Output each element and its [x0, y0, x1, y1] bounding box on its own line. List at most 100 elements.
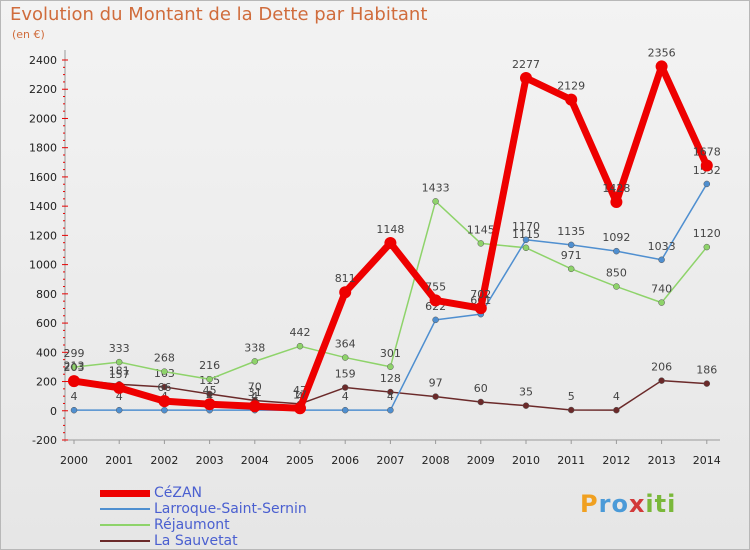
data-point [158, 395, 171, 408]
x-tick-label: 2010 [512, 454, 540, 467]
data-label: 1433 [422, 181, 450, 194]
data-point [703, 243, 711, 251]
y-tick-label: 2000 [29, 112, 57, 125]
y-tick-label: 1600 [29, 171, 57, 184]
data-point [341, 354, 349, 361]
data-point [68, 375, 80, 388]
chart-unit: (en €) [12, 28, 45, 41]
data-point [115, 406, 123, 414]
data-point [613, 247, 620, 255]
x-tick-label: 2009 [467, 454, 495, 467]
data-label: 1092 [602, 231, 630, 244]
data-point [610, 196, 623, 209]
data-point [613, 283, 620, 290]
data-point [161, 383, 168, 391]
data-label: 5 [568, 390, 575, 403]
data-label: 2277 [512, 58, 540, 71]
data-label: 206 [651, 361, 672, 374]
data-label: 338 [244, 341, 265, 354]
data-point [296, 342, 304, 350]
y-tick-label: 200 [36, 376, 57, 389]
data-point [203, 398, 216, 411]
data-label: 971 [561, 249, 582, 262]
data-point [206, 390, 213, 398]
data-point [387, 406, 394, 414]
data-label: 442 [290, 326, 311, 339]
data-label: 70 [248, 381, 262, 394]
y-tick-label: 600 [36, 317, 57, 330]
data-label: 216 [199, 359, 220, 372]
data-point [658, 299, 665, 306]
data-point [70, 406, 78, 414]
data-point [565, 93, 578, 106]
data-label: 97 [429, 377, 443, 390]
data-label: 811 [335, 272, 356, 285]
data-point [522, 236, 530, 244]
data-point [520, 71, 532, 84]
data-label: 4 [613, 390, 620, 403]
x-tick-label: 2003 [196, 454, 224, 467]
data-label: 1033 [648, 240, 676, 253]
data-point [161, 368, 168, 375]
legend-label: Réjaumont [154, 517, 230, 533]
data-label: 2129 [557, 80, 585, 93]
x-tick-label: 2008 [422, 454, 450, 467]
data-label: 157 [109, 368, 130, 381]
data-point [703, 380, 711, 387]
data-point [294, 402, 306, 415]
y-tick-label: 1400 [29, 200, 57, 213]
data-label: 1148 [376, 223, 404, 236]
data-point [432, 316, 439, 324]
legend-item: Réjaumont [100, 517, 307, 533]
data-point [70, 363, 78, 371]
proxiti-logo: Proxiti [580, 490, 677, 518]
data-label: 1145 [467, 223, 495, 236]
y-tick-label: 2200 [29, 83, 57, 96]
data-label: 1170 [512, 220, 540, 233]
data-label: 186 [696, 364, 717, 377]
x-tick-label: 2013 [648, 454, 676, 467]
data-point [432, 198, 439, 205]
chart-title: Evolution du Montant de la Dette par Hab… [10, 4, 428, 25]
data-label: 2356 [648, 46, 676, 59]
data-point [655, 60, 668, 73]
data-label: 128 [380, 372, 401, 385]
x-tick-label: 2006 [331, 454, 359, 467]
data-point [522, 402, 530, 409]
data-label: 299 [64, 347, 85, 360]
data-label: 755 [425, 280, 446, 293]
data-label: 1120 [693, 227, 721, 240]
data-label: 203 [64, 361, 85, 374]
legend-swatch [100, 540, 150, 542]
data-point [432, 393, 439, 400]
data-point [248, 400, 261, 413]
data-point [387, 388, 394, 396]
x-tick-label: 2011 [557, 454, 585, 467]
y-tick-label: 1000 [29, 259, 57, 272]
y-tick-label: 1800 [29, 142, 57, 155]
y-tick-label: 800 [36, 288, 57, 301]
legend-item: La Sauvetat [100, 533, 307, 549]
data-label: 4 [297, 390, 304, 403]
data-point [522, 244, 530, 252]
data-label: 1135 [557, 225, 585, 238]
x-tick-label: 2005 [286, 454, 314, 467]
legend-item: CéZAN [100, 485, 307, 501]
data-point [115, 358, 123, 366]
data-point [700, 159, 713, 172]
x-tick-label: 2004 [241, 454, 269, 467]
data-label: 850 [606, 267, 627, 280]
y-tick-label: 400 [36, 346, 57, 359]
data-label: 159 [335, 368, 356, 381]
data-label: 1678 [693, 146, 721, 159]
data-point [567, 241, 575, 249]
data-label: 17 [293, 388, 307, 401]
data-label: 60 [474, 382, 488, 395]
data-label: 4 [71, 390, 78, 403]
data-point [251, 358, 259, 365]
data-point [429, 294, 442, 307]
data-label: 301 [380, 347, 401, 360]
data-label: 35 [519, 386, 533, 399]
